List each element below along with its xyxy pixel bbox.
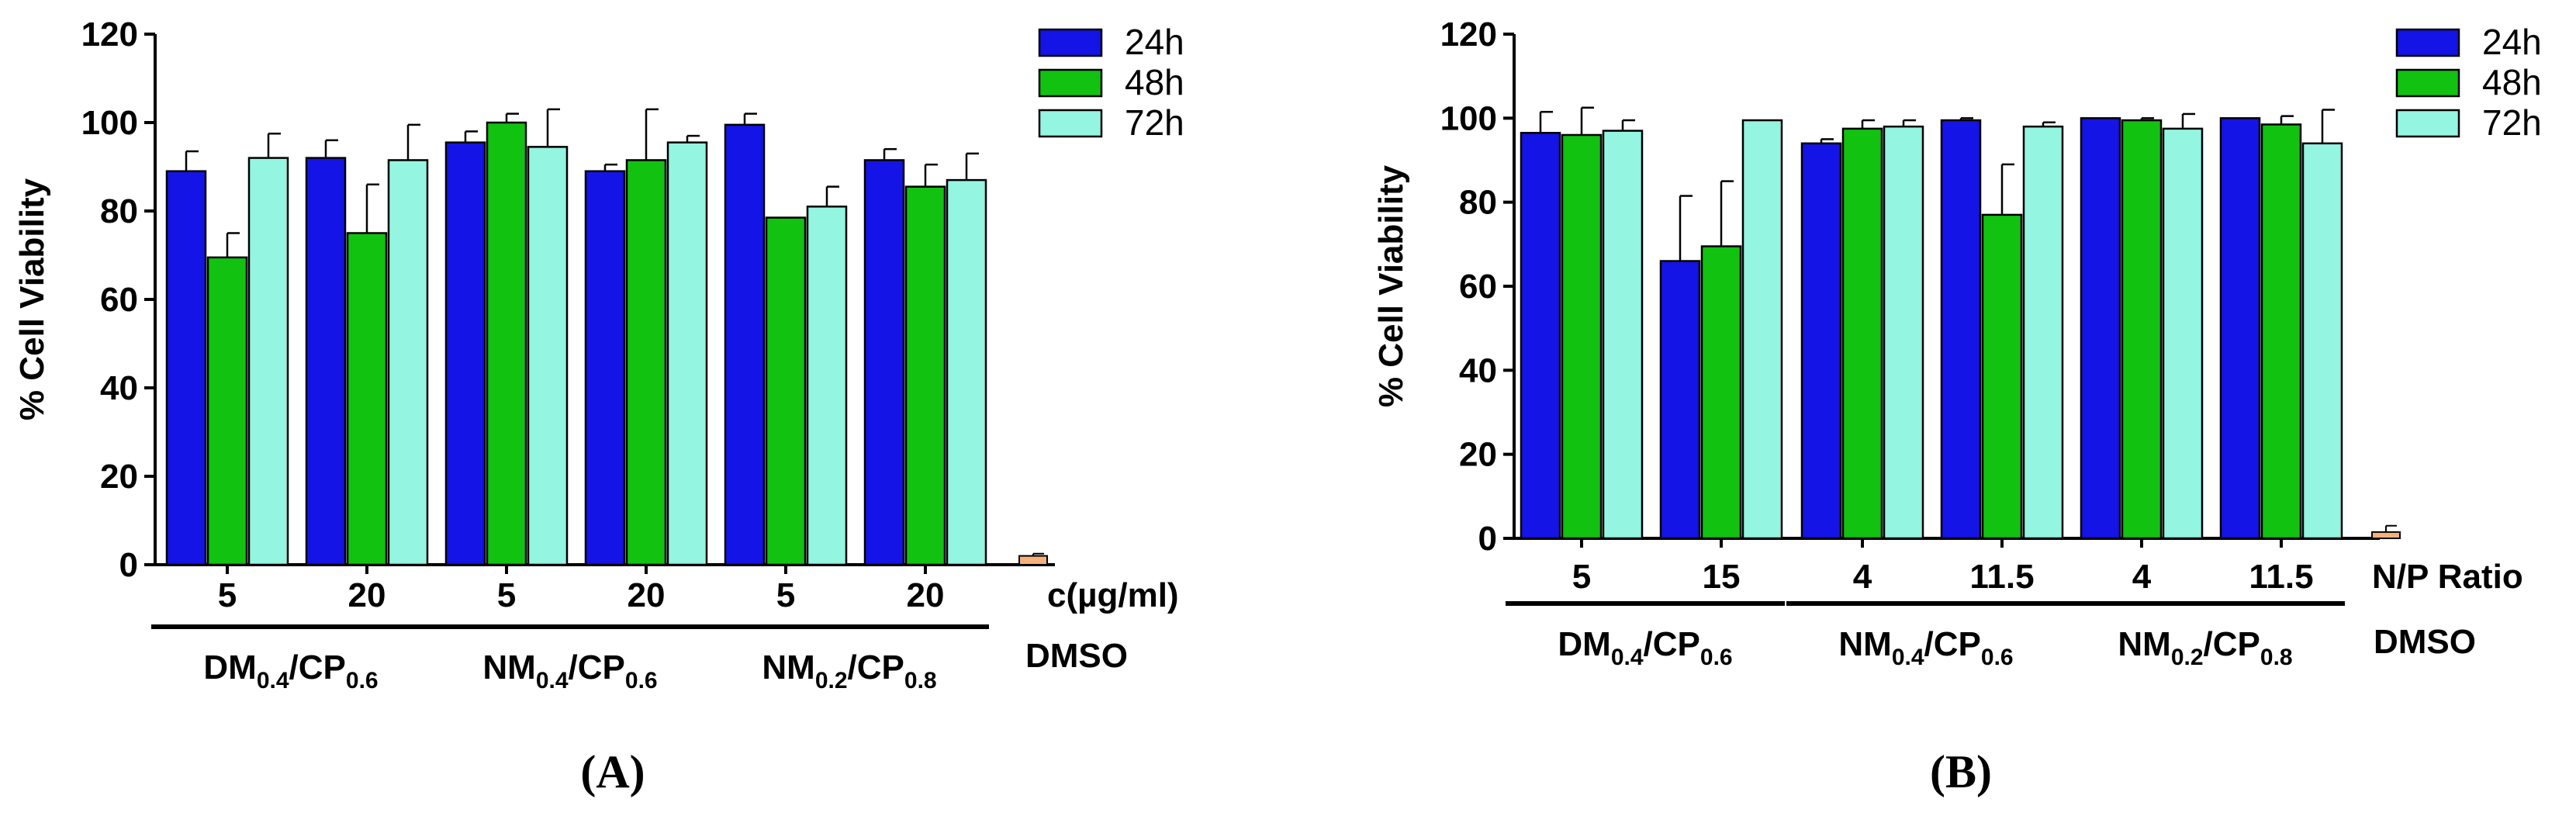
group-label: NM0.4/CP0.6 (482, 648, 657, 693)
y-tick-label: 20 (100, 458, 138, 496)
bar-72h-5 (247, 157, 289, 566)
bar-24h-11.5 (2219, 117, 2261, 540)
bar-72h-20 (946, 178, 987, 566)
group-label: DM0.4/CP0.6 (203, 648, 378, 693)
y-tick-label: 120 (81, 16, 138, 54)
bar-24h-5 (165, 170, 207, 566)
bar-72h-5 (1602, 130, 1644, 540)
bar-24h-20 (305, 157, 347, 566)
bar-24h-4 (2080, 117, 2121, 540)
x-tick-label: 5 (776, 576, 795, 614)
group-label: NM0.2/CP0.8 (2118, 625, 2292, 670)
bar-24h-5 (444, 141, 486, 566)
chart-panel-a: 0 20 40 60 80 100 120 % Cell Viability 5 20 5 20 5 20… (13, 16, 1184, 797)
bar-dmso (1018, 555, 1048, 565)
bar-48h-11.5 (1981, 213, 2023, 540)
y-tick-label: 0 (119, 546, 138, 584)
bar-48h-5 (486, 121, 527, 566)
dmso-label: DMSO (1025, 637, 1128, 675)
x-tick-label: 20 (628, 576, 666, 614)
x-tick-label: 11.5 (2249, 558, 2313, 596)
y-tick-label: 120 (1440, 16, 1497, 54)
bar-48h-15 (1700, 245, 1742, 540)
bar-72h-20 (666, 141, 708, 566)
bar-72h-15 (1741, 119, 1783, 540)
bar-72h-4 (1883, 125, 1924, 540)
y-tick-label: 40 (100, 369, 138, 407)
bar-24h-20 (584, 170, 626, 566)
x-tick-label: 4 (2132, 558, 2152, 596)
bar-48h-20 (346, 232, 388, 566)
legend-swatch-24h (1038, 28, 1103, 57)
legend-label-48h: 48h (1125, 62, 1184, 102)
bar-72h-5 (806, 206, 848, 566)
bar-24h-11.5 (1940, 119, 1982, 540)
x-tick-label: 5 (497, 576, 516, 614)
bar-24h-5 (1520, 132, 1561, 540)
legend-swatch-24h (2395, 28, 2460, 57)
bar-48h-5 (765, 216, 807, 566)
bar-48h-5 (206, 256, 248, 566)
bar-48h-11.5 (2260, 123, 2302, 540)
group-label: NM0.4/CP0.6 (1838, 625, 2013, 670)
bar-48h-4 (2121, 119, 2163, 540)
group-label: NM0.2/CP0.8 (762, 648, 936, 693)
bar-24h-20 (863, 159, 905, 566)
legend-label-72h: 72h (2482, 102, 2542, 143)
chart-panel-b: 0 20 40 60 80 100 120 % Cell Viability 5 15 4 11.5 4… (1372, 16, 2542, 797)
bar-48h-20 (904, 185, 946, 566)
y-tick-label: 80 (100, 192, 138, 230)
y-tick-label: 100 (81, 104, 138, 142)
y-tick-label: 80 (1459, 184, 1497, 222)
y-tick-label: 40 (1459, 351, 1497, 389)
legend-swatch-48h (2395, 68, 2460, 98)
legend-swatch-72h (1038, 109, 1103, 138)
x-unit-label: N/P Ratio (2372, 558, 2523, 596)
bar-48h-20 (625, 159, 667, 566)
legend-swatch-72h (2395, 109, 2460, 138)
y-axis-label: % Cell Viability (1372, 164, 1410, 407)
x-tick-label: 5 (1572, 558, 1591, 596)
legend-swatch-48h (1038, 68, 1103, 98)
y-tick-label: 60 (1459, 268, 1497, 306)
panel-label: (A) (580, 746, 645, 797)
y-axis-label: % Cell Viability (13, 178, 51, 420)
bar-48h-5 (1561, 133, 1603, 540)
x-tick-label: 11.5 (1969, 558, 2034, 596)
x-unit-label: c(µg/ml) (1047, 576, 1179, 614)
x-tick-label: 20 (907, 576, 945, 614)
bar-24h-4 (1800, 142, 1842, 540)
panel-label: (B) (1930, 746, 1992, 797)
group-label: DM0.4/CP0.6 (1558, 625, 1732, 670)
x-tick-label: 15 (1703, 558, 1741, 596)
x-tick-label: 20 (348, 576, 386, 614)
legend-label-72h: 72h (1125, 102, 1184, 143)
bar-72h-11.5 (2301, 142, 2343, 540)
bar-72h-20 (387, 159, 429, 566)
bar-dmso (2371, 531, 2401, 539)
x-tick-label: 5 (218, 576, 237, 614)
legend-label-24h: 24h (1125, 22, 1184, 62)
y-tick-label: 100 (1440, 99, 1497, 137)
bar-72h-4 (2162, 127, 2204, 540)
y-tick-label: 60 (100, 281, 138, 319)
bar-24h-5 (724, 123, 766, 566)
legend-label-48h: 48h (2482, 62, 2542, 102)
bar-72h-11.5 (2022, 125, 2064, 540)
x-tick-label: 4 (1853, 558, 1872, 596)
legend-label-24h: 24h (2482, 22, 2542, 62)
bar-72h-5 (527, 146, 569, 566)
y-tick-label: 20 (1459, 436, 1497, 474)
bar-24h-15 (1659, 260, 1701, 540)
bar-48h-4 (1841, 127, 1883, 540)
y-tick-label: 0 (1478, 520, 1497, 558)
dmso-label: DMSO (2374, 623, 2476, 661)
